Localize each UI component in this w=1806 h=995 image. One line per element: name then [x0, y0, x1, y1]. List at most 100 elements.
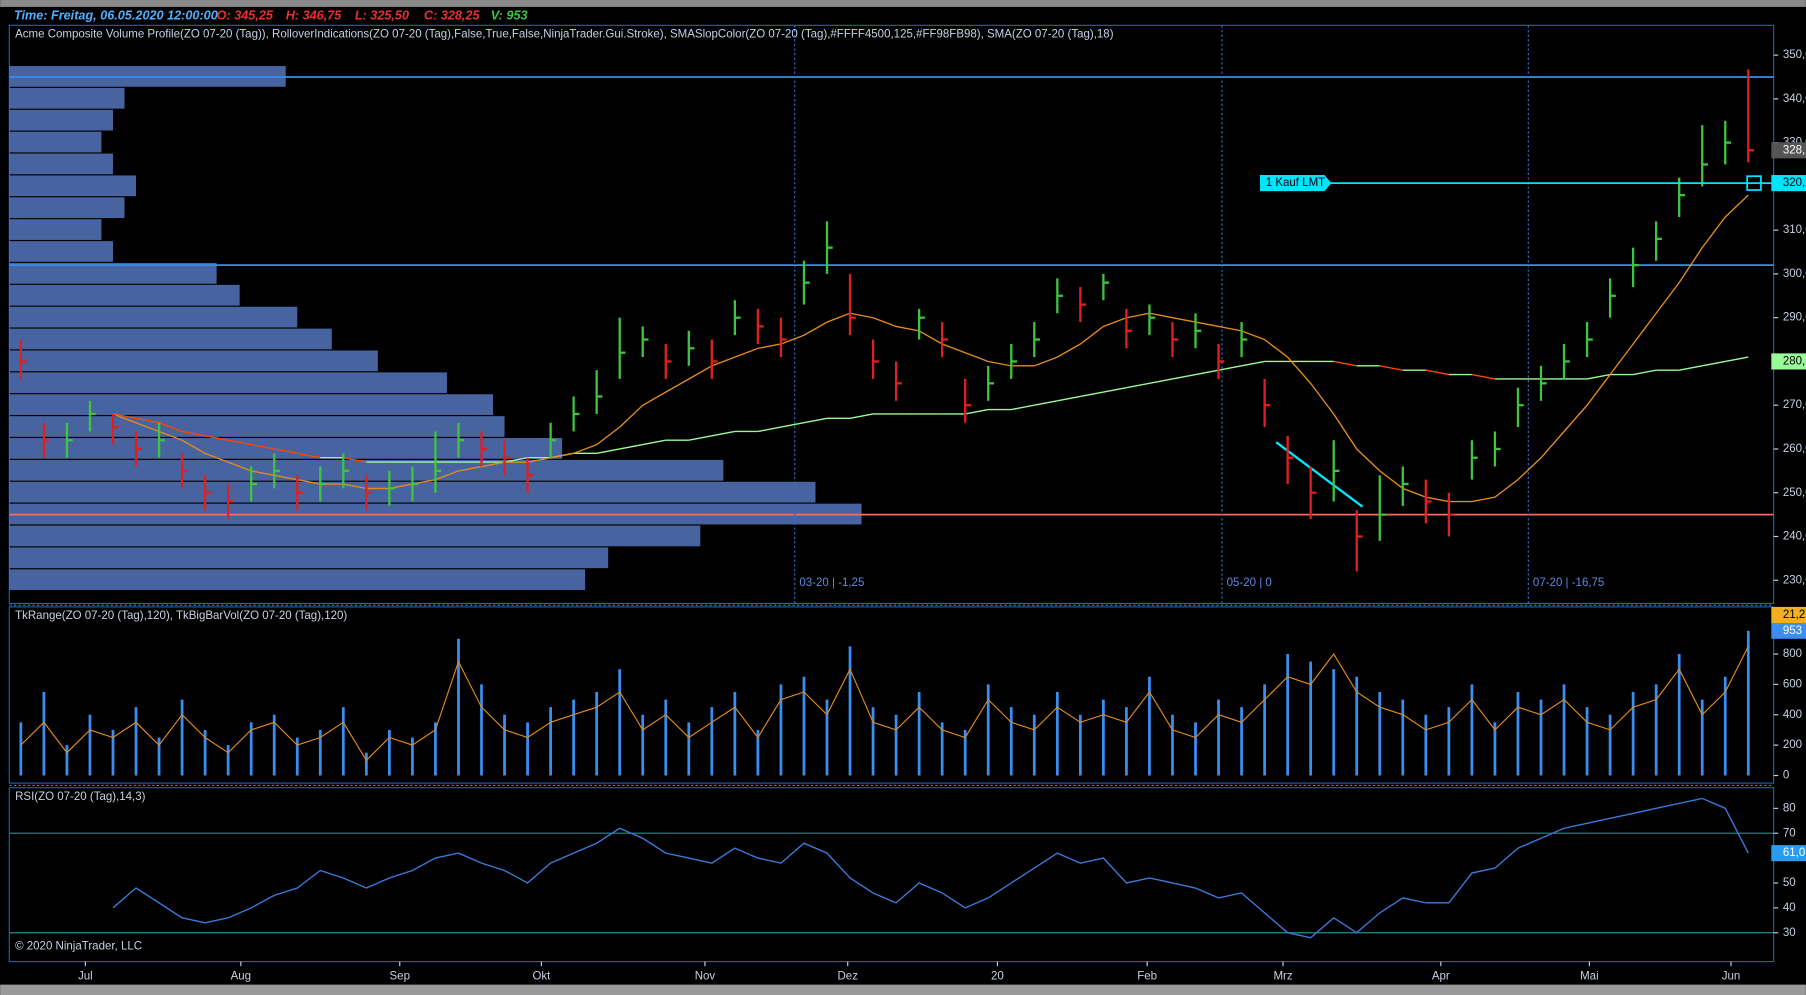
high: H: 346,75 — [286, 8, 343, 22]
volume-bar — [940, 722, 944, 776]
slope-sma-segment — [1149, 378, 1173, 384]
volume-bar — [917, 691, 921, 776]
volume-bar — [1148, 676, 1151, 776]
y-tick-label: 50 — [1783, 877, 1796, 889]
volume-bar — [1378, 691, 1382, 776]
volume-bar — [180, 699, 184, 776]
volume-bar — [1332, 669, 1336, 776]
volume-profile-bar — [9, 328, 332, 350]
volume-axis-label: 953 — [1783, 625, 1802, 637]
y-tick-label: 340,0 — [1783, 93, 1806, 105]
volume-bar — [1539, 699, 1543, 776]
volume-profile-bar — [9, 197, 125, 219]
slope-sma-segment — [112, 413, 137, 420]
rsi-title: RSI(ZO 07-20 (Tag),14,3) — [15, 791, 146, 803]
volume-bar — [618, 669, 622, 776]
volume-bar — [457, 638, 460, 776]
x-tick-label: Mai — [1580, 971, 1599, 983]
copyright: © 2020 NinjaTrader, LLC — [15, 941, 142, 953]
volume-bar — [1424, 714, 1428, 776]
volume-profile-bar — [9, 372, 447, 394]
volume-bar — [1240, 707, 1243, 776]
y-tick-label: 40 — [1783, 902, 1796, 914]
x-tick-label: Sep — [390, 971, 410, 983]
slope-sma-segment — [642, 439, 666, 446]
volume-bar — [1078, 714, 1082, 776]
volume-profile-bar — [9, 241, 113, 262]
price-title: Acme Composite Volume Profile(ZO 07-20 (… — [15, 29, 1114, 41]
volume-bar — [249, 722, 253, 776]
volume-bar — [1355, 676, 1359, 776]
volume-bar — [825, 699, 829, 776]
volume-bar — [733, 691, 737, 776]
trend-line-drawing — [1275, 441, 1364, 508]
slope-sma-segment — [1126, 382, 1150, 389]
volume-profile-bar — [9, 219, 102, 240]
volume-profile-bar — [9, 416, 505, 437]
volume-bar — [1032, 714, 1036, 776]
volume-bar — [687, 722, 691, 776]
x-tick-label: Okt — [532, 971, 551, 983]
slope-sma-segment — [1379, 365, 1403, 371]
slope-sma-segment — [596, 448, 620, 455]
slope-sma-segment — [1679, 365, 1703, 371]
slope-sma-segment — [711, 430, 735, 437]
volume-bar — [572, 699, 576, 776]
range-line — [20, 646, 1749, 762]
y-tick-label: 270,0 — [1783, 399, 1806, 411]
volume-bar — [1217, 699, 1220, 776]
volume-profile-bar — [9, 459, 724, 481]
slope-sma-segment — [1103, 387, 1127, 393]
volume-bar — [1700, 699, 1704, 776]
open: O: 345,25 — [217, 8, 274, 22]
y-tick-label: 400 — [1783, 709, 1802, 721]
slope-sma-segment — [1471, 373, 1496, 380]
slope-sma-segment — [135, 417, 160, 424]
volume-profile-bar — [9, 284, 240, 306]
x-tick-label: Dez — [837, 971, 858, 983]
volume-bar — [411, 737, 414, 776]
last-price-label: 328,2 — [1783, 144, 1806, 156]
y-tick-label: 0 — [1783, 770, 1789, 782]
volume-bar — [1009, 707, 1013, 776]
slope-sma-segment — [757, 426, 782, 433]
volume-bar — [664, 699, 668, 776]
slope-sma-segment — [1172, 373, 1196, 380]
rsi-axis-label-box — [1771, 845, 1806, 862]
volume-profile-bar — [9, 438, 563, 459]
y-tick-label: 800 — [1783, 648, 1802, 660]
volume-bar — [1608, 714, 1612, 776]
slope-sma-segment — [1218, 365, 1242, 371]
slope-sma-segment — [688, 435, 712, 441]
close: C: 328,25 — [424, 8, 481, 22]
rsi-line — [112, 797, 1749, 939]
x-tick-label: Jun — [1722, 971, 1741, 983]
slope-sma-segment — [1080, 391, 1104, 398]
volume-bar — [1055, 691, 1059, 776]
volume: V: 953 — [491, 8, 528, 22]
volume-axis-label-box — [1771, 622, 1806, 639]
volume-bar — [871, 707, 875, 776]
slope-sma-segment — [181, 430, 206, 437]
volume-bar — [710, 707, 714, 776]
order-axis-label-box — [1771, 175, 1806, 192]
volume-bar — [1654, 684, 1658, 776]
volume-bar — [1102, 699, 1105, 776]
volume-bar — [1309, 661, 1313, 776]
price-panel — [8, 24, 1775, 605]
scrollbar — [0, 984, 1806, 995]
volume-profile-bar — [9, 175, 137, 197]
volume-bar — [549, 707, 552, 776]
y-tick-label: 70 — [1783, 827, 1796, 839]
volume-bar — [318, 729, 322, 776]
volume-profile-bar — [9, 131, 102, 153]
last-price-label-box — [1771, 142, 1806, 159]
slope-sma-segment — [619, 443, 643, 450]
volume-bar — [503, 714, 506, 776]
slope-sma-segment — [1425, 369, 1449, 376]
volume-bar — [1194, 722, 1197, 776]
range-axis-label-box — [1771, 606, 1806, 624]
volume-bar — [295, 737, 299, 776]
order-tag — [1260, 175, 1332, 192]
